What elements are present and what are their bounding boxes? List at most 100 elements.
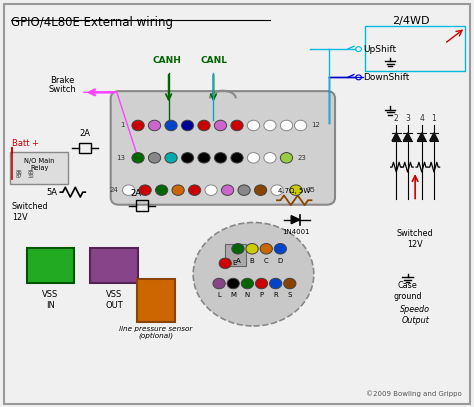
Text: 5A: 5A [46,188,57,197]
Circle shape [219,258,231,269]
Text: 86: 86 [16,171,23,175]
Circle shape [246,243,258,254]
Circle shape [122,185,135,195]
Text: P: P [259,292,264,298]
Text: 4: 4 [419,114,424,123]
Circle shape [241,278,254,289]
Circle shape [264,153,276,163]
Circle shape [238,185,250,195]
Text: E: E [232,260,237,266]
Circle shape [260,243,273,254]
Text: N/O Main
Relay: N/O Main Relay [24,158,55,171]
Text: Case
ground: Case ground [393,281,422,301]
Circle shape [132,120,144,131]
Circle shape [214,120,227,131]
Circle shape [213,278,225,289]
Text: 4.7Ω, 5W: 4.7Ω, 5W [278,188,310,194]
Text: 2/4WD: 2/4WD [392,15,430,26]
Text: 30: 30 [27,175,34,179]
Circle shape [148,120,161,131]
Circle shape [189,185,201,195]
Text: GPIO/4L80E External wiring: GPIO/4L80E External wiring [11,15,173,28]
Circle shape [182,153,194,163]
Text: 85: 85 [27,171,34,175]
Text: 2: 2 [394,114,399,123]
Circle shape [247,120,260,131]
Circle shape [165,120,177,131]
Circle shape [280,120,292,131]
Circle shape [221,185,234,195]
Text: C: C [264,258,269,264]
Polygon shape [418,133,426,141]
Circle shape [264,120,276,131]
Text: 1: 1 [432,114,437,123]
Text: ©2009 Bowling and Grippo: ©2009 Bowling and Grippo [366,390,462,397]
Circle shape [132,153,144,163]
Polygon shape [392,133,401,141]
Text: A: A [236,258,240,264]
Text: 2A: 2A [80,129,91,138]
Text: DownShift: DownShift [363,73,410,82]
Bar [136,201,148,210]
Text: 87: 87 [16,175,23,179]
FancyBboxPatch shape [27,248,74,283]
Circle shape [198,120,210,131]
Circle shape [231,153,243,163]
FancyBboxPatch shape [137,279,175,322]
Text: 1N4001: 1N4001 [282,230,310,235]
Text: B: B [250,258,255,264]
Text: M: M [230,292,236,298]
Text: D: D [278,258,283,264]
Circle shape [139,185,151,195]
Circle shape [205,185,217,195]
Text: 1: 1 [120,123,125,129]
Text: 13: 13 [116,155,125,161]
Polygon shape [430,133,438,141]
Circle shape [232,243,244,254]
Polygon shape [403,133,412,141]
Text: VSS
IN: VSS IN [42,291,58,310]
Circle shape [270,278,282,289]
FancyBboxPatch shape [225,244,246,266]
Circle shape [280,153,292,163]
Text: VSS
OUT: VSS OUT [105,291,123,310]
Text: N: N [245,292,250,298]
Circle shape [182,120,194,131]
Circle shape [271,185,283,195]
Circle shape [155,185,168,195]
Circle shape [148,153,161,163]
Bar [79,143,91,153]
Text: Switch: Switch [49,85,76,94]
Circle shape [227,278,239,289]
Polygon shape [291,216,300,224]
Circle shape [193,223,314,326]
Text: 24: 24 [109,187,118,193]
Circle shape [247,153,260,163]
FancyBboxPatch shape [111,91,335,205]
Text: R: R [273,292,278,298]
Text: Speedo
Output: Speedo Output [400,305,430,326]
Circle shape [274,243,286,254]
Text: 2A: 2A [130,189,141,198]
Text: S: S [288,292,292,298]
Text: Batt +: Batt + [12,139,39,148]
Text: Switched
12V: Switched 12V [12,202,48,223]
Text: 35: 35 [307,187,316,193]
Circle shape [198,153,210,163]
Text: CANL: CANL [201,56,228,65]
Text: L: L [217,292,221,298]
Circle shape [255,278,268,289]
Text: Switched
12V: Switched 12V [397,229,433,249]
Text: 12: 12 [311,123,320,129]
Text: CANH: CANH [153,56,182,65]
Circle shape [290,185,302,195]
Circle shape [172,185,184,195]
Circle shape [255,185,267,195]
Circle shape [231,120,243,131]
FancyBboxPatch shape [10,152,68,184]
Text: 3: 3 [405,114,410,123]
FancyBboxPatch shape [91,248,137,283]
Text: 23: 23 [297,155,306,161]
Text: line pressure sensor
(optional): line pressure sensor (optional) [119,326,192,339]
Text: UpShift: UpShift [363,45,396,54]
